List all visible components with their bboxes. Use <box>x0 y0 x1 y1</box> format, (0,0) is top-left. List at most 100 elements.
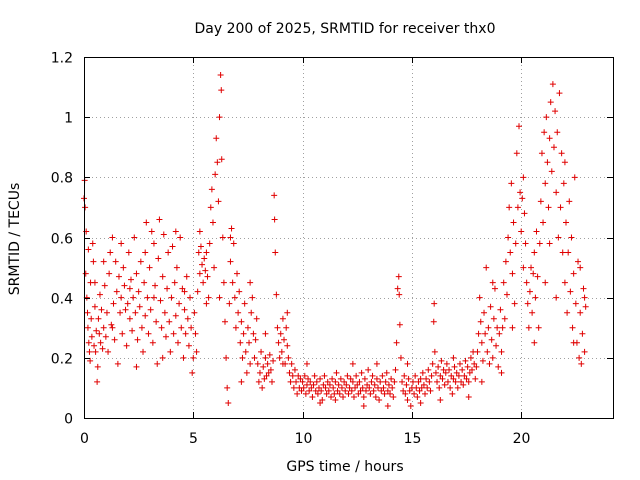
data-point <box>331 390 338 397</box>
data-point <box>157 297 164 304</box>
data-point <box>155 255 162 262</box>
data-point <box>333 369 340 376</box>
data-point <box>439 375 446 382</box>
data-point <box>82 270 89 277</box>
data-point <box>404 396 411 403</box>
data-point <box>86 348 93 355</box>
data-point <box>338 384 345 391</box>
data-point <box>295 372 302 379</box>
data-point <box>511 300 518 307</box>
data-point <box>193 348 200 355</box>
data-point <box>434 378 441 385</box>
data-point <box>423 375 430 382</box>
data-point <box>156 216 163 223</box>
data-point <box>481 309 488 316</box>
y-tick-labels: 0 0.2 0.4 0.6 0.8 1 1.2 <box>51 51 73 428</box>
data-point <box>203 249 210 256</box>
data-point <box>559 249 566 256</box>
data-point <box>358 369 365 376</box>
data-point <box>450 375 457 382</box>
data-point <box>94 363 101 370</box>
data-point <box>526 288 533 295</box>
data-point <box>360 402 367 409</box>
data-point <box>452 378 459 385</box>
data-point <box>523 279 530 286</box>
data-point <box>412 372 419 379</box>
data-point <box>516 123 523 130</box>
data-point <box>164 285 171 292</box>
data-point <box>207 204 214 211</box>
data-point <box>372 393 379 400</box>
data-point <box>538 150 545 157</box>
axis-ticks <box>84 57 613 419</box>
data-point <box>497 306 504 313</box>
data-point <box>577 264 584 271</box>
data-point <box>513 150 520 157</box>
data-point <box>152 282 159 289</box>
data-point <box>148 228 155 235</box>
data-point <box>248 309 255 316</box>
data-point <box>289 372 296 379</box>
data-point <box>406 387 413 394</box>
data-point <box>112 258 119 265</box>
data-point <box>145 330 152 337</box>
data-point <box>571 174 578 181</box>
data-point <box>205 294 212 301</box>
data-point <box>174 339 181 346</box>
data-point <box>172 228 179 235</box>
data-point <box>537 198 544 205</box>
data-point <box>354 381 361 388</box>
data-point <box>133 270 140 277</box>
data-point <box>197 243 204 250</box>
data-point <box>221 318 228 325</box>
data-point <box>482 330 489 337</box>
data-point <box>381 390 388 397</box>
data-point <box>520 264 527 271</box>
data-point <box>246 339 253 346</box>
data-point <box>387 390 394 397</box>
data-point <box>459 366 466 373</box>
data-point <box>390 393 397 400</box>
data-point <box>564 309 571 316</box>
data-point <box>226 300 233 307</box>
data-point <box>495 363 502 370</box>
data-point <box>311 372 318 379</box>
data-point <box>489 354 496 361</box>
data-point <box>337 375 344 382</box>
data-point <box>350 393 357 400</box>
data-point <box>437 372 444 379</box>
data-point <box>158 324 165 331</box>
data-point <box>443 360 450 367</box>
data-point <box>384 387 391 394</box>
data-point <box>456 360 463 367</box>
data-point <box>581 294 588 301</box>
data-point <box>142 312 149 319</box>
data-point <box>474 348 481 355</box>
data-point <box>326 381 333 388</box>
data-point <box>360 393 367 400</box>
chart-title: Day 200 of 2025, SRMTID for receiver thx… <box>195 21 496 37</box>
data-point <box>274 324 281 331</box>
data-point <box>346 384 353 391</box>
data-point <box>150 240 157 247</box>
data-point <box>88 315 95 322</box>
data-point <box>238 318 245 325</box>
data-point <box>273 291 280 298</box>
data-point <box>542 279 549 286</box>
data-point <box>153 318 160 325</box>
data-point <box>579 330 586 337</box>
data-point <box>278 348 285 355</box>
data-point <box>244 324 251 331</box>
data-point <box>431 348 438 355</box>
data-point <box>400 387 407 394</box>
data-point <box>133 363 140 370</box>
data-point <box>561 279 568 286</box>
data-point <box>524 300 531 307</box>
data-point <box>262 354 269 361</box>
data-point <box>196 228 203 235</box>
data-point <box>449 390 456 397</box>
data-point <box>136 303 143 310</box>
data-point <box>103 309 110 316</box>
data-point <box>105 348 112 355</box>
data-point <box>530 270 537 277</box>
